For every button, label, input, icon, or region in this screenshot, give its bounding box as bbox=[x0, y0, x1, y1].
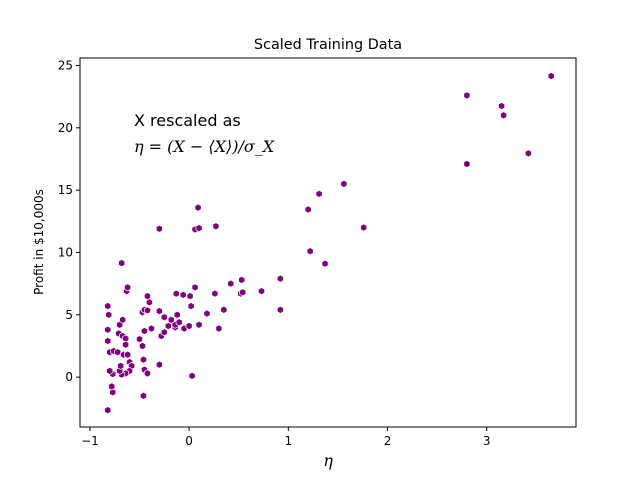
x-tick-label: −1 bbox=[81, 434, 99, 448]
data-point bbox=[104, 325, 112, 334]
data-point bbox=[195, 320, 203, 329]
data-point bbox=[306, 247, 314, 256]
data-point bbox=[186, 292, 194, 301]
data-point bbox=[104, 406, 112, 415]
annotation-line-1: X rescaled as bbox=[134, 111, 241, 130]
chart-title: Scaled Training Data bbox=[254, 37, 402, 53]
data-point bbox=[160, 328, 168, 337]
data-point bbox=[143, 292, 151, 301]
data-point bbox=[227, 279, 235, 288]
data-point bbox=[173, 310, 181, 319]
data-point bbox=[104, 302, 112, 311]
data-point bbox=[141, 327, 148, 336]
data-point bbox=[220, 305, 228, 314]
data-point bbox=[194, 203, 202, 212]
data-point bbox=[139, 341, 146, 350]
y-axis-ticks: 0 5 10 15 20 25 bbox=[58, 58, 80, 384]
data-point bbox=[106, 366, 114, 375]
data-point bbox=[187, 302, 195, 311]
data-point bbox=[155, 360, 163, 369]
data-point bbox=[238, 275, 246, 284]
data-point bbox=[124, 350, 132, 359]
data-point bbox=[147, 324, 155, 333]
data-point bbox=[463, 159, 471, 168]
data-point bbox=[105, 310, 113, 319]
data-point bbox=[239, 288, 247, 297]
data-point bbox=[321, 259, 329, 268]
data-point bbox=[119, 315, 127, 324]
data-point bbox=[185, 322, 193, 331]
data-point bbox=[167, 315, 175, 324]
x-tick-label: 3 bbox=[483, 434, 491, 448]
data-point bbox=[203, 309, 211, 318]
y-tick-label: 10 bbox=[58, 245, 73, 259]
data-point bbox=[109, 388, 117, 397]
data-point bbox=[145, 298, 153, 307]
data-point bbox=[118, 259, 126, 268]
data-point bbox=[179, 290, 187, 299]
data-point bbox=[547, 72, 555, 81]
y-tick-label: 15 bbox=[58, 183, 73, 197]
data-point bbox=[258, 287, 265, 296]
data-point bbox=[276, 305, 284, 314]
y-tick-label: 0 bbox=[65, 370, 73, 384]
x-axis-label: η bbox=[323, 451, 333, 470]
data-point bbox=[215, 324, 223, 333]
x-tick-label: 2 bbox=[384, 434, 392, 448]
y-tick-label: 25 bbox=[58, 58, 73, 72]
data-point bbox=[195, 224, 203, 233]
data-point bbox=[340, 179, 348, 188]
data-point bbox=[188, 371, 196, 380]
x-tick-label: 0 bbox=[185, 434, 193, 448]
data-point bbox=[276, 274, 284, 283]
data-point bbox=[315, 189, 323, 198]
data-point bbox=[172, 289, 180, 298]
data-point bbox=[104, 336, 112, 345]
data-point bbox=[304, 205, 312, 214]
data-point bbox=[463, 91, 471, 100]
data-point bbox=[160, 313, 168, 322]
data-point bbox=[164, 322, 172, 331]
data-point bbox=[140, 391, 147, 400]
data-point bbox=[143, 306, 151, 315]
annotation-line-2: η = (X − ⟨X⟩)/σ_X bbox=[134, 137, 275, 156]
data-point bbox=[211, 289, 219, 298]
data-point bbox=[155, 307, 163, 316]
axes-frame bbox=[79, 57, 577, 428]
data-point bbox=[122, 340, 130, 349]
y-tick-label: 20 bbox=[58, 121, 73, 135]
x-axis-ticks: −1 0 1 2 3 bbox=[81, 427, 491, 448]
data-point bbox=[500, 111, 508, 120]
y-tick-label: 5 bbox=[65, 308, 73, 322]
data-point bbox=[155, 224, 163, 233]
data-point bbox=[360, 223, 368, 232]
data-point bbox=[136, 335, 143, 344]
data-point bbox=[140, 355, 147, 364]
data-point bbox=[124, 283, 132, 292]
data-point bbox=[498, 101, 506, 110]
data-point bbox=[108, 382, 116, 391]
x-tick-label: 1 bbox=[284, 434, 292, 448]
data-point bbox=[191, 283, 199, 292]
data-point bbox=[114, 348, 122, 357]
data-point bbox=[212, 222, 220, 231]
y-axis-label: Profit in $10,000s bbox=[32, 189, 46, 295]
data-point bbox=[143, 369, 151, 378]
data-point bbox=[524, 149, 532, 158]
data-points bbox=[104, 72, 555, 415]
data-point bbox=[117, 361, 125, 370]
data-point bbox=[175, 318, 183, 327]
